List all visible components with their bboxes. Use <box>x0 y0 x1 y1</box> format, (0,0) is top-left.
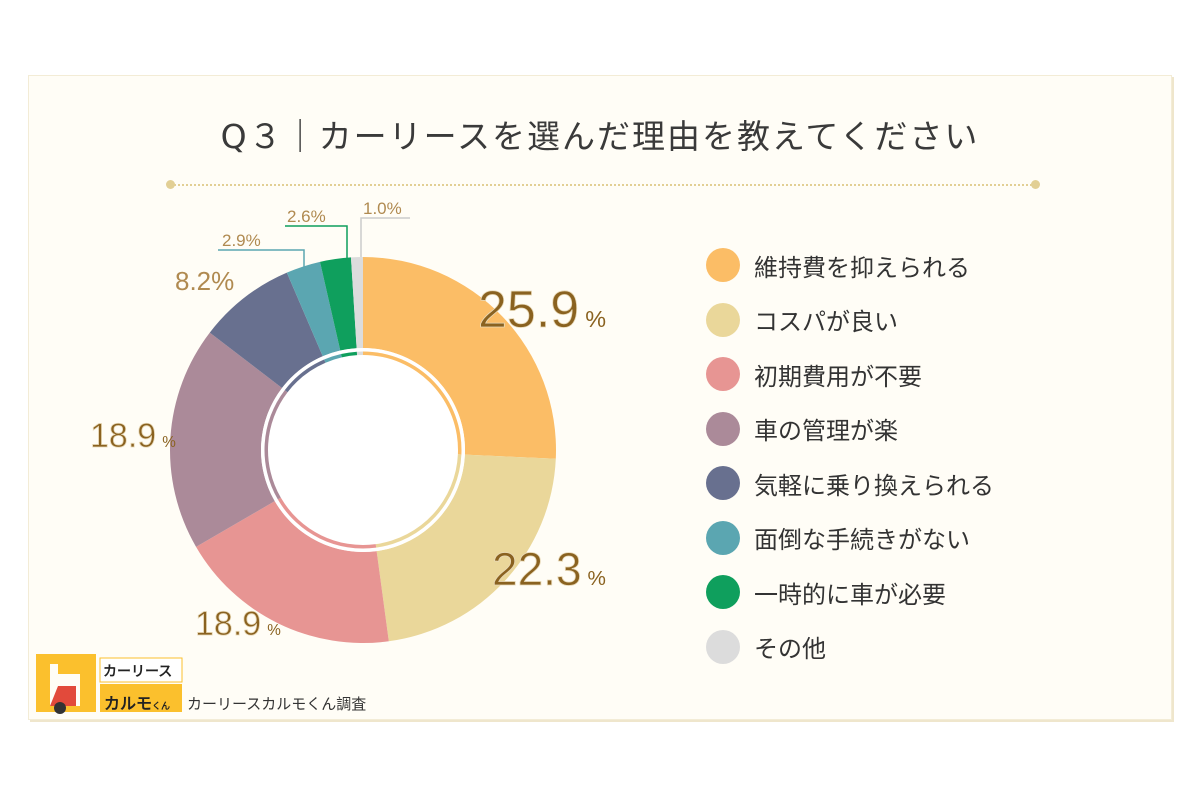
donut-slice <box>196 501 389 644</box>
data-label: 18.9 <box>90 417 156 455</box>
data-label: 25.9 <box>478 281 579 339</box>
donut-slice <box>169 332 283 547</box>
logo-small-text: くん <box>152 702 171 712</box>
legend-item: 面倒な手続きがない <box>706 511 994 566</box>
legend-item: 気軽に乗り換えられる <box>706 456 994 511</box>
inner-ring-segment <box>284 359 326 393</box>
data-label: 8.2% <box>175 266 234 296</box>
donut-slice <box>363 257 556 459</box>
leader-line <box>360 217 410 257</box>
data-label-unit: % <box>162 434 176 451</box>
data-label: 22.3 <box>492 543 582 595</box>
legend-swatch <box>706 466 740 501</box>
donut-slice <box>376 454 556 642</box>
leader-line <box>218 249 305 268</box>
legend-item: 車の管理が楽 <box>706 402 994 457</box>
data-label: 2.9% <box>222 231 261 250</box>
legend-label: 維持費を抑えられる <box>754 253 970 282</box>
karumo-logo <box>36 654 183 714</box>
legend-swatch <box>706 248 740 283</box>
data-label: 1.0% <box>363 199 402 218</box>
inner-ring-segment <box>324 353 342 363</box>
legend-swatch <box>706 357 740 392</box>
logo-line2: カルモくん <box>104 690 170 714</box>
data-label: 2.6% <box>287 207 326 226</box>
legend-item: 維持費を抑えられる <box>706 238 994 293</box>
legend-swatch <box>706 302 740 337</box>
data-label-unit: % <box>585 306 606 332</box>
legend-label: その他 <box>754 635 826 664</box>
data-label-unit: % <box>267 622 281 639</box>
inner-ring-segment <box>356 351 363 356</box>
data-label: 18.9 <box>195 605 261 643</box>
legend-item: その他 <box>706 620 994 675</box>
title-divider <box>170 184 1036 186</box>
legend-swatch <box>706 575 740 610</box>
inner-ring-segment <box>375 454 462 548</box>
legend-label: 車の管理が楽 <box>754 417 898 446</box>
logo-line1: カーリース <box>103 664 173 680</box>
legend-label: 一時的に車が必要 <box>754 580 946 609</box>
legend: 維持費を抑えられる コスパが良い 初期費用が不要 車の管理が楽気軽に乗り換えられる 面倒… <box>706 238 994 674</box>
donut-slice <box>286 261 341 357</box>
donut-slice <box>320 257 357 351</box>
legend-item: 初期費用が不要 <box>706 347 994 402</box>
legend-label: 初期費用が不要 <box>754 362 922 391</box>
legend-swatch <box>706 520 740 555</box>
leader-line <box>285 225 348 258</box>
legend-item: 一時的に車が必要 <box>706 565 994 620</box>
chart-title: Q３｜カーリースを選んだ理由を教えてください <box>220 117 980 156</box>
divider-dot <box>1031 180 1040 189</box>
legend-label: 面倒な手続きがない <box>754 526 970 555</box>
inner-ring-segment <box>277 497 377 549</box>
source-credit: カーリースカルモくん調査 <box>187 695 367 713</box>
donut-slice <box>350 257 363 349</box>
legend-swatch <box>706 629 740 664</box>
legend-item: コスパが良い <box>706 293 994 348</box>
legend-label: コスパが良い <box>754 308 898 337</box>
logo-line2-text: カルモ <box>104 694 153 713</box>
legend-label: 気軽に乗り換えられる <box>754 471 994 500</box>
data-label-unit: % <box>588 567 606 590</box>
donut-hole <box>261 348 465 552</box>
inner-ring-segment <box>341 351 358 358</box>
inner-ring-segment <box>264 390 288 500</box>
legend-swatch <box>706 411 740 446</box>
donut-slice <box>209 272 323 388</box>
